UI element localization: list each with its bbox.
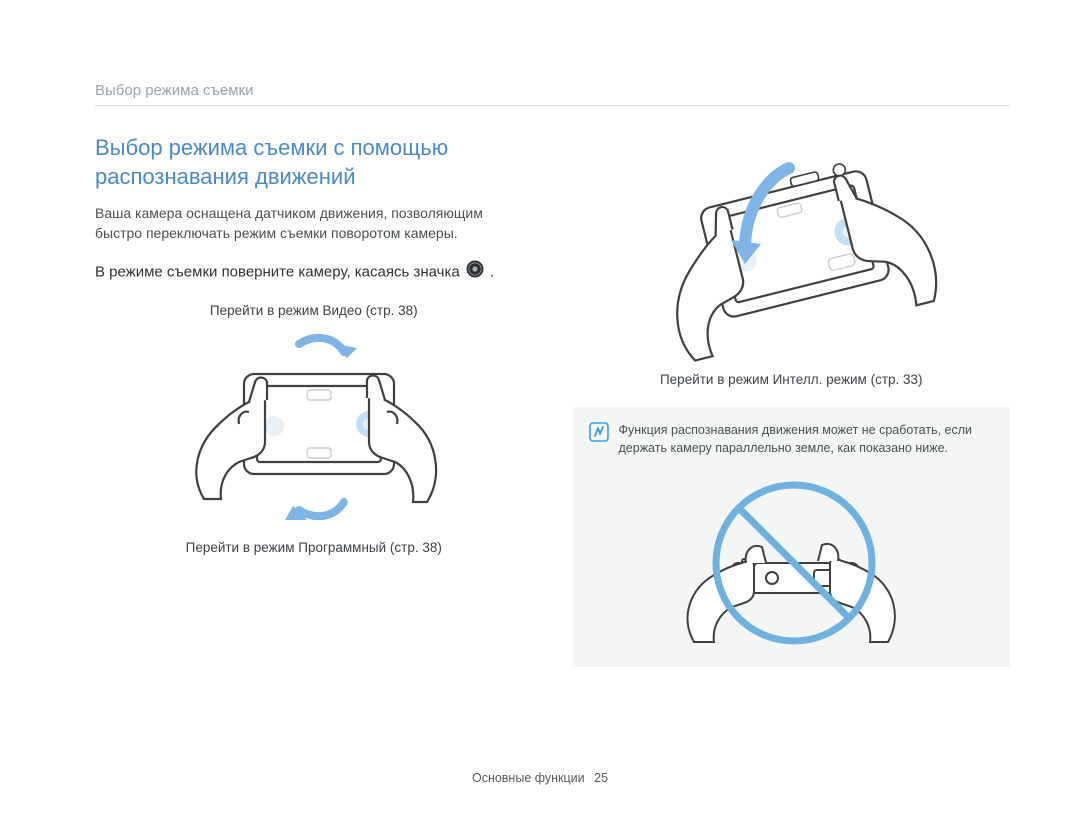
figure-prohibited bbox=[589, 467, 995, 657]
left-column: Выбор режима съемки с помощью распознава… bbox=[95, 134, 533, 667]
illustration-tilt-vertical bbox=[149, 324, 479, 534]
footer-section: Основные функции bbox=[472, 771, 585, 785]
two-column-layout: Выбор режима съемки с помощью распознава… bbox=[95, 134, 1010, 667]
illustration-tilt-side bbox=[611, 134, 971, 364]
caption-program: Перейти в режим Программный (стр. 38) bbox=[186, 540, 442, 555]
intro-paragraph: Ваша камера оснащена датчиком движения, … bbox=[95, 203, 533, 244]
figure-smart-mode: Перейти в режим Интелл. режим (стр. 33) bbox=[573, 134, 1011, 387]
step-suffix: . bbox=[490, 264, 494, 281]
note-box: Функция распознавания движения может не … bbox=[573, 407, 1011, 667]
footer-page-number: 25 bbox=[594, 771, 608, 785]
figure-video-mode: Перейти в режим Видео (стр. 38) bbox=[95, 303, 533, 555]
info-icon bbox=[589, 422, 609, 447]
step-prefix: В режиме съемки поверните камеру, касаяс… bbox=[95, 264, 464, 281]
note-content: Функция распознавания движения может не … bbox=[589, 421, 995, 457]
right-column: Перейти в режим Интелл. режим (стр. 33) … bbox=[573, 134, 1011, 667]
caption-smart: Перейти в режим Интелл. режим (стр. 33) bbox=[660, 372, 923, 387]
step-instruction: В режиме съемки поверните камеру, касаяс… bbox=[95, 260, 533, 286]
manual-page: Выбор режима съемки Выбор режима съемки … bbox=[0, 0, 1080, 815]
breadcrumb: Выбор режима съемки bbox=[95, 82, 1010, 106]
caption-video: Перейти в режим Видео (стр. 38) bbox=[210, 303, 418, 318]
note-text: Функция распознавания движения может не … bbox=[619, 421, 995, 457]
page-footer: Основные функции 25 bbox=[0, 771, 1080, 785]
illustration-prohibited bbox=[646, 467, 936, 657]
breadcrumb-text: Выбор режима съемки bbox=[95, 82, 253, 99]
mode-dial-icon bbox=[466, 260, 484, 286]
section-heading: Выбор режима съемки с помощью распознава… bbox=[95, 134, 533, 191]
